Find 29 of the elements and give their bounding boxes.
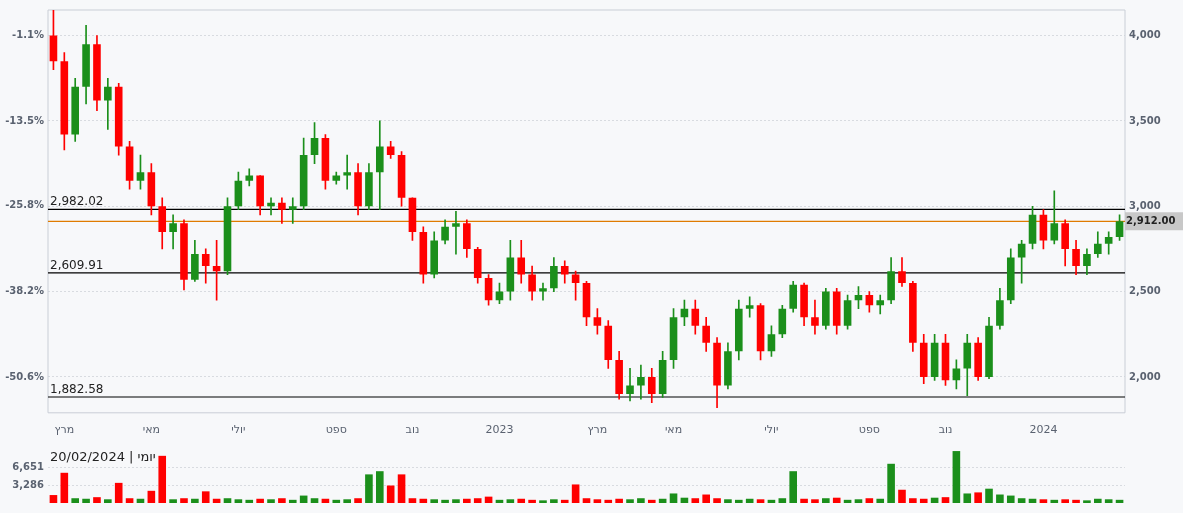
y-tick-label: 2,000 [1129,370,1161,382]
annotation: יומי | 20/02/2024 [50,448,156,464]
y-tick-label: 4,000 [1129,29,1161,41]
x-tick-label: מאי [664,423,683,437]
y2-tick-label: -50.6% [5,370,44,382]
ref-line-label: 2,982.02 [50,194,104,209]
y-tick-label: 2,500 [1129,285,1161,297]
x-tick-label: יולי [231,423,246,437]
x-tick-label: נוב [938,423,953,437]
x-tick-label: מאי [142,423,160,437]
y-tick-label: 3,286 [12,479,45,491]
x-tick-label: נוב [405,423,420,437]
x-tick-label: ספט [858,423,880,437]
x-tick-label: 2023 [485,423,514,437]
ref-line-label: 1,882.58 [50,382,104,397]
y2-tick-label: -13.5% [5,114,44,126]
y2-tick-label: -1.1% [12,29,44,41]
ref-line-label: 2,609.91 [50,257,104,272]
x-tick-label: מרץ [587,423,608,437]
y-tick-label: 3,000 [1129,199,1161,211]
y2-tick-label: -38.2% [5,285,44,296]
x-tick-label: יולי [764,423,779,437]
y2-tick-label: -25.8% [5,199,44,211]
y-tick-label: 6,651 [12,461,45,473]
x-tick-label: 2024 [1029,423,1058,437]
x-tick-label: ספט [325,423,347,437]
ref-line-label: 2,912.00 [1126,214,1176,226]
y-tick-label: 3,500 [1129,114,1161,126]
x-tick-label: מרץ [54,423,75,437]
